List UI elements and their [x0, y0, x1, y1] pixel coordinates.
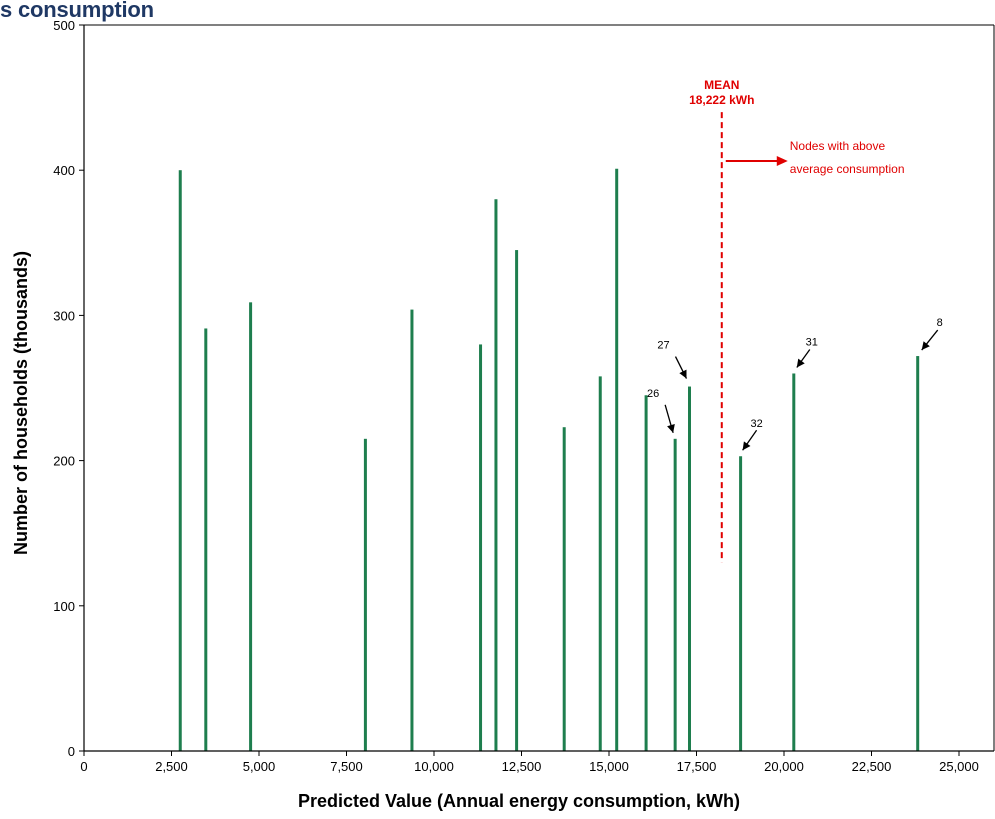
x-tick-label: 15,000	[589, 759, 629, 774]
bar	[615, 168, 619, 752]
node-label: 31	[806, 336, 818, 348]
bar	[363, 438, 367, 751]
node-label: 26	[647, 388, 659, 400]
x-tick-label: 22,500	[852, 759, 892, 774]
x-tick-label: 5,000	[243, 759, 276, 774]
bar	[688, 386, 691, 751]
mean-value: 18,222 kWh	[689, 93, 754, 107]
above-average-label-line1: Nodes with above	[790, 139, 886, 153]
bar	[515, 250, 519, 751]
y-ticks-group: 0 100 200 300 400 500	[53, 18, 84, 759]
bar	[178, 170, 182, 751]
y-tick-label: 200	[53, 454, 75, 469]
bar	[410, 309, 414, 751]
axes-group	[83, 24, 995, 752]
x-tick-label: 0	[80, 759, 87, 774]
node-label-arrowhead	[667, 424, 675, 433]
x-tick-label: 2,500	[155, 759, 188, 774]
node-label-arrowhead	[796, 358, 805, 368]
node-label: 8	[937, 317, 943, 329]
node-label: 32	[750, 418, 762, 430]
bar	[673, 438, 677, 751]
bar	[739, 456, 743, 751]
y-tick-label: 300	[53, 308, 75, 323]
y-tick-label: 400	[53, 163, 75, 178]
bar	[249, 302, 253, 751]
x-tick-label: 12,500	[502, 759, 542, 774]
node-label: 27	[657, 340, 669, 352]
bar	[204, 328, 208, 751]
x-tick-label: 20,000	[764, 759, 804, 774]
bar	[598, 376, 602, 751]
x-tick-label: 17,500	[677, 759, 717, 774]
bar	[479, 344, 483, 751]
y-tick-label: 500	[53, 18, 75, 33]
node-label-arrowhead	[742, 441, 751, 451]
node-label-arrowhead	[921, 341, 930, 351]
page-title: s consumption	[0, 0, 154, 22]
x-ticks-group: 0 2,500 5,000 7,500 10,000 12,500 15,000 17,500…	[80, 751, 979, 774]
bar	[792, 373, 796, 751]
mean-title: MEAN	[704, 78, 739, 92]
bar	[562, 427, 566, 751]
above-average-label-line2: average consumption	[790, 162, 905, 176]
x-tick-label: 25,000	[939, 759, 979, 774]
bar	[916, 356, 920, 751]
x-axis-title: Predicted Value (Annual energy consumpti…	[298, 791, 740, 811]
x-tick-label: 7,500	[330, 759, 363, 774]
y-axis-title: Number of households (thousands)	[11, 251, 31, 555]
node-label-arrowhead	[679, 369, 687, 379]
x-tick-label: 10,000	[414, 759, 454, 774]
node-labels-group: 27 26 32 31 8	[647, 317, 943, 451]
above-average-arrowhead	[776, 156, 788, 166]
y-tick-label: 100	[53, 599, 75, 614]
y-tick-label: 0	[68, 744, 75, 759]
bar	[644, 395, 648, 751]
bar	[494, 199, 498, 752]
annotations-group: MEAN 18,222 kWh Nodes with above average…	[689, 78, 905, 563]
bars-group	[178, 168, 920, 752]
